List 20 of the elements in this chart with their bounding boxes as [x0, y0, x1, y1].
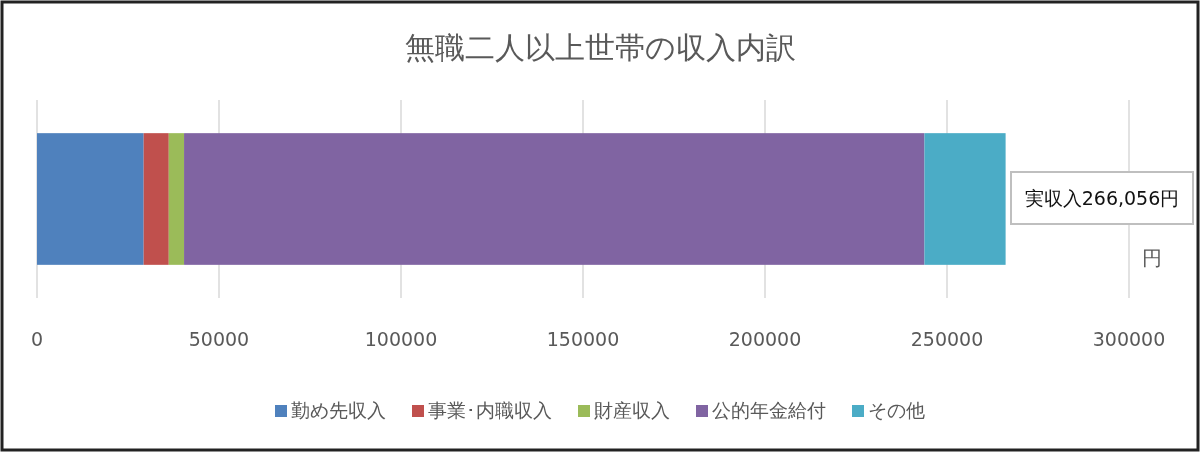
x-tick-label: 150000 [546, 328, 620, 350]
legend-label: 事業･内職収入 [428, 399, 552, 421]
x-tick-label: 100000 [364, 328, 438, 350]
bar [184, 133, 925, 265]
legend-label: 公的年金給付 [712, 399, 826, 421]
bar [924, 133, 1006, 265]
legend-label: 財産収入 [594, 399, 670, 421]
chart-title: 無職二人以上世帯の収入内訳 [404, 30, 796, 65]
legend-label: 勤め先収入 [291, 399, 386, 421]
legend-label: その他 [868, 399, 925, 421]
bar [168, 133, 185, 265]
x-tick-label: 300000 [1092, 328, 1166, 350]
x-tick-label: 250000 [910, 328, 984, 350]
x-tick-label: 50000 [188, 328, 250, 350]
bar [143, 133, 169, 265]
annotation: 実収入266,056円 [1024, 187, 1180, 209]
bar [37, 133, 144, 265]
x-axis-title: 円 [1142, 246, 1162, 270]
x-tick-label: 200000 [728, 328, 802, 350]
x-tick-label: 0 [30, 328, 44, 350]
